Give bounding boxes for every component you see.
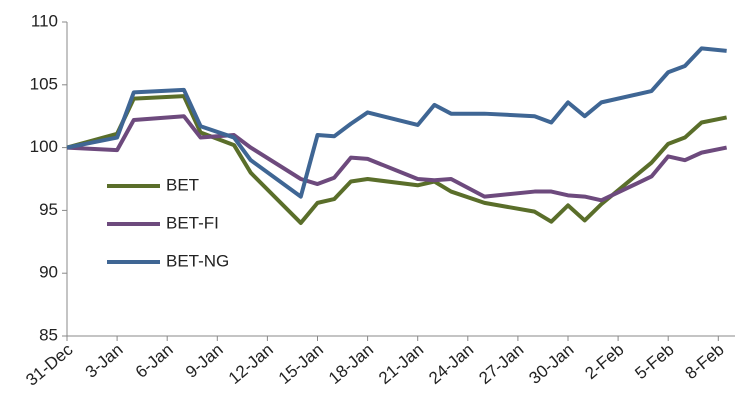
- x-tick-label: 12-Jan: [225, 340, 277, 388]
- y-tick-label: 85: [39, 325, 58, 344]
- legend-label: BET-NG: [166, 251, 229, 270]
- x-tick-label: 3-Jan: [82, 340, 127, 382]
- line-series: [66, 94, 728, 225]
- line-series: [66, 114, 728, 203]
- y-tick-label: 95: [39, 200, 58, 219]
- y-tick-label: 110: [31, 11, 58, 30]
- x-tick-label: 24-Jan: [425, 340, 477, 388]
- x-tick-label: 21-Jan: [375, 340, 427, 388]
- x-tick-label: 2-Feb: [581, 340, 627, 383]
- x-tick-label: 9-Jan: [182, 340, 227, 382]
- y-tick-label: 90: [39, 263, 58, 282]
- x-tick-label: 8-Feb: [682, 340, 728, 383]
- x-tick-label: 31-Dec: [22, 340, 77, 390]
- x-tick-label: 18-Jan: [325, 340, 377, 388]
- y-tick-label: 100: [30, 137, 58, 156]
- x-tick-label: 27-Jan: [475, 340, 527, 388]
- x-tick-label: 5-Feb: [631, 340, 677, 383]
- y-tick-label: 105: [30, 74, 58, 93]
- x-tick-label: 6-Jan: [132, 340, 177, 382]
- x-tick-label: 30-Jan: [525, 340, 577, 388]
- legend-label: BET: [166, 175, 199, 194]
- legend-label: BET-FI: [166, 213, 219, 232]
- x-tick-label: 15-Jan: [275, 340, 327, 388]
- line-series: [66, 46, 727, 199]
